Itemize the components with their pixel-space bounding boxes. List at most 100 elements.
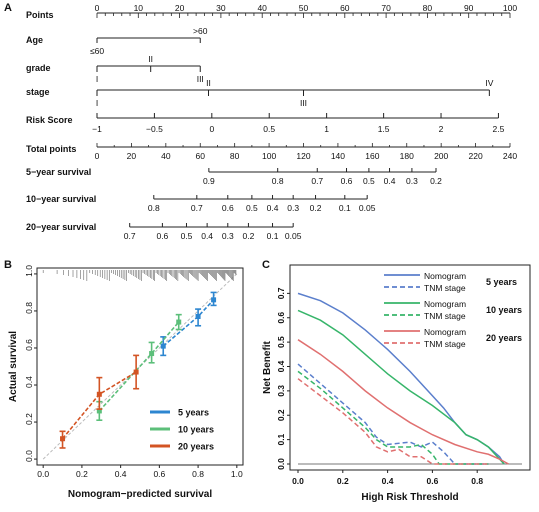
legend-label: 5 years <box>178 408 209 418</box>
nomogram-tick-label: 0.2 <box>430 176 442 186</box>
y-tick-label: 0.2 <box>24 413 34 425</box>
nomogram-tick-label: 30 <box>216 3 226 13</box>
y-tick-label: 0.6 <box>276 312 286 324</box>
x-tick-label: 0.2 <box>76 469 88 479</box>
data-point <box>160 343 166 349</box>
nomogram-tick-label: 1.5 <box>378 124 390 134</box>
y-tick-label: 0.0 <box>24 450 34 462</box>
nomogram-tick-label: 10 <box>134 3 144 13</box>
x-tick-label: 0.4 <box>115 469 127 479</box>
nomogram-tick-label: 1 <box>324 124 329 134</box>
nomogram-tick-label: ≤60 <box>90 46 104 56</box>
legend-group-label: 10 years <box>486 305 522 315</box>
y-tick-label: 0.8 <box>24 302 34 314</box>
nomogram-tick-label: 0.6 <box>156 231 168 241</box>
x-tick-label: 0.0 <box>37 469 49 479</box>
x-axis-label: Nomogram−predicted survival <box>68 489 212 500</box>
tnm-curve <box>297 378 489 465</box>
nomogram-tick-label: 20 <box>175 3 185 13</box>
x-tick-label: 0.0 <box>292 476 304 486</box>
x-tick-label: 0.6 <box>153 469 165 479</box>
y-axis-label: Actual survival <box>8 331 19 402</box>
y-tick-label: 0.1 <box>276 433 286 445</box>
nomogram-tick-label: >60 <box>193 26 208 36</box>
nomogram-tick-label: 0.8 <box>148 203 160 213</box>
y-tick-label: 0.4 <box>24 376 34 388</box>
nomogram-row-label: 5−year survival <box>26 167 91 177</box>
nomogram-row-label: 20−year survival <box>26 222 96 232</box>
plot-frame <box>289 264 531 471</box>
nomogram-tick-label: 80 <box>230 151 240 161</box>
data-point <box>176 319 182 325</box>
nomogram-tick-label: 60 <box>340 3 350 13</box>
nomogram-curve <box>297 339 509 465</box>
nomogram-tick-label: 0.5 <box>246 203 258 213</box>
nomogram-curve <box>297 309 505 465</box>
nomogram-tick-label: 0.6 <box>341 176 353 186</box>
nomogram-tick-label: 70 <box>381 3 391 13</box>
data-point <box>60 436 66 442</box>
nomogram-tick-label: 50 <box>299 3 309 13</box>
nomogram-tick-label: III <box>300 98 307 108</box>
nomogram-tick-label: II <box>206 78 211 88</box>
nomogram-tick-label: 2.5 <box>493 124 505 134</box>
legend-label: TNM stage <box>424 283 466 293</box>
nomogram-tick-label: 0.4 <box>267 203 279 213</box>
nomogram-tick-label: 0.3 <box>222 231 234 241</box>
nomogram-tick-label: −1 <box>92 124 102 134</box>
y-axis-label: Net Benefit <box>262 340 273 393</box>
x-tick-label: 0.8 <box>471 476 483 486</box>
nomogram-tick-label: I <box>96 98 98 108</box>
data-point <box>149 351 155 357</box>
nomogram-tick-label: 0.2 <box>243 231 255 241</box>
nomogram-tick-label: 0.1 <box>267 231 279 241</box>
y-tick-label: 0.7 <box>276 287 286 299</box>
nomogram-tick-label: 0 <box>95 3 100 13</box>
legend-label: 10 years <box>178 425 214 435</box>
x-axis-label: High Risk Threshold <box>361 492 458 503</box>
legend-label: TNM stage <box>424 339 466 349</box>
nomogram-tick-label: 0.8 <box>272 176 284 186</box>
nomogram-tick-label: 220 <box>468 151 482 161</box>
nomogram-tick-label: 40 <box>161 151 171 161</box>
nomogram-row-label: Points <box>26 10 54 20</box>
x-tick-label: 0.6 <box>426 476 438 486</box>
y-tick-label: 0.2 <box>276 409 286 421</box>
series-line <box>98 321 180 412</box>
nomogram-row-label: grade <box>26 63 51 73</box>
y-tick-label: 0.0 <box>276 458 286 470</box>
nomogram-tick-label: IV <box>485 78 493 88</box>
nomogram-row-label: 10−year survival <box>26 194 96 204</box>
legend-group-label: 5 years <box>486 277 517 287</box>
nomogram-tick-label: 0.05 <box>359 203 376 213</box>
nomogram-tick-label: 0.5 <box>363 176 375 186</box>
nomogram-tick-label: 200 <box>434 151 448 161</box>
x-tick-label: 0.2 <box>337 476 349 486</box>
legend-label: TNM stage <box>424 311 466 321</box>
legend-label: Nomogram <box>424 327 466 337</box>
nomogram-tick-label: 40 <box>257 3 267 13</box>
y-tick-label: 0.6 <box>24 339 34 351</box>
nomogram-tick-label: 0.7 <box>191 203 203 213</box>
plot-frame <box>36 267 244 466</box>
tnm-curve <box>297 370 489 465</box>
nomogram-row-label: Risk Score <box>26 115 73 125</box>
nomogram-tick-label: 0.4 <box>201 231 213 241</box>
y-tick-label: 0.3 <box>276 385 286 397</box>
data-point <box>133 369 139 375</box>
legend-label: Nomogram <box>424 271 466 281</box>
data-point <box>195 314 201 320</box>
nomogram-tick-label: II <box>148 54 153 64</box>
legend-label: Nomogram <box>424 299 466 309</box>
nomogram-row-label: stage <box>26 87 50 97</box>
nomogram-tick-label: 90 <box>464 3 474 13</box>
legend-group-label: 20 years <box>486 333 522 343</box>
y-tick-label: 0.4 <box>276 360 286 372</box>
nomogram-tick-label: 0.5 <box>263 124 275 134</box>
nomogram-tick-label: 100 <box>503 3 517 13</box>
x-tick-label: 0.4 <box>382 476 394 486</box>
nomogram-tick-label: −0.5 <box>146 124 163 134</box>
nomogram-tick-label: 0.3 <box>287 203 299 213</box>
